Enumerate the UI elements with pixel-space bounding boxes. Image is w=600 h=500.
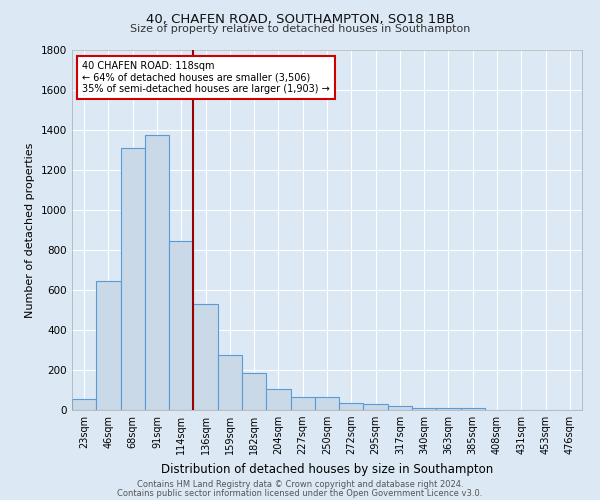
Bar: [242, 373, 266, 410]
Text: 40, CHAFEN ROAD, SOUTHAMPTON, SO18 1BB: 40, CHAFEN ROAD, SOUTHAMPTON, SO18 1BB: [146, 12, 454, 26]
Text: Size of property relative to detached houses in Southampton: Size of property relative to detached ho…: [130, 24, 470, 34]
X-axis label: Distribution of detached houses by size in Southampton: Distribution of detached houses by size …: [161, 462, 493, 475]
Bar: [121, 148, 145, 410]
Bar: [72, 399, 96, 410]
Bar: [145, 135, 169, 410]
Bar: [169, 241, 193, 410]
Bar: [96, 281, 121, 410]
Bar: [364, 404, 388, 410]
Bar: [461, 408, 485, 410]
Text: Contains HM Land Registry data © Crown copyright and database right 2024.: Contains HM Land Registry data © Crown c…: [137, 480, 463, 489]
Text: 40 CHAFEN ROAD: 118sqm
← 64% of detached houses are smaller (3,506)
35% of semi-: 40 CHAFEN ROAD: 118sqm ← 64% of detached…: [82, 61, 330, 94]
Bar: [388, 406, 412, 410]
Bar: [339, 403, 364, 410]
Bar: [193, 304, 218, 410]
Bar: [266, 389, 290, 410]
Bar: [290, 397, 315, 410]
Bar: [436, 408, 461, 410]
Bar: [412, 408, 436, 410]
Y-axis label: Number of detached properties: Number of detached properties: [25, 142, 35, 318]
Text: Contains public sector information licensed under the Open Government Licence v3: Contains public sector information licen…: [118, 488, 482, 498]
Bar: [315, 397, 339, 410]
Bar: [218, 355, 242, 410]
